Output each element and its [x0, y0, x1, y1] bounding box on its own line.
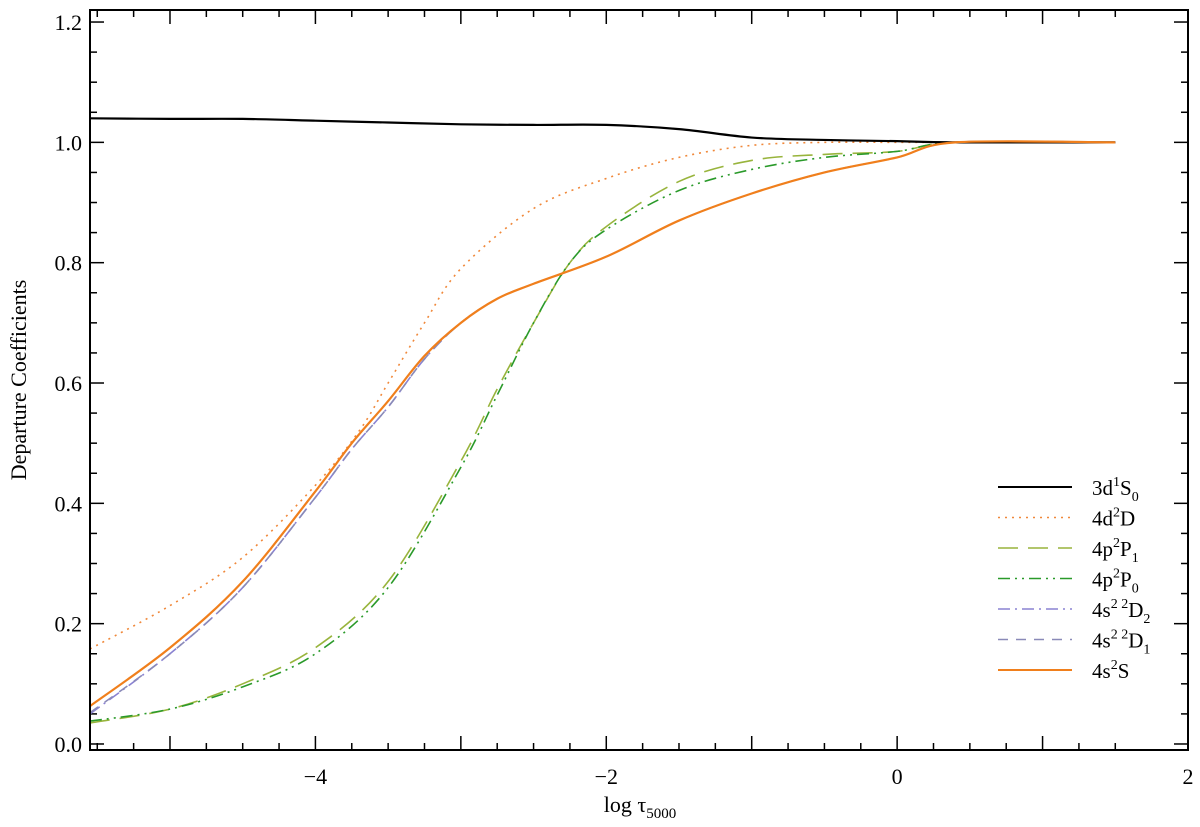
- legend-label-sup: 2: [1111, 658, 1118, 673]
- legend-label-s7: 4s2S: [1092, 658, 1129, 683]
- legend-label-sup: 2 2: [1111, 628, 1129, 643]
- legend-label-sub: 1: [1132, 551, 1139, 566]
- series-line-s2: [90, 141, 1116, 650]
- y-tick-label: 0.6: [55, 371, 83, 396]
- legend-label-term: P: [1120, 537, 1132, 561]
- legend-label-term: D: [1128, 629, 1143, 653]
- legend-label-sup: 1: [1113, 475, 1120, 490]
- y-axis-label: Departure Coefficients: [6, 280, 31, 481]
- legend-label-sub: 1: [1143, 643, 1150, 658]
- series-lines: [90, 117, 1116, 724]
- legend-label-base: 4p: [1092, 537, 1113, 561]
- x-axis-label: log τ5000: [604, 792, 676, 822]
- legend-label-base: 4s: [1092, 629, 1111, 653]
- axis-ticks: [90, 10, 1188, 750]
- y-tick-labels: 0.0 0.2 0.4 0.6 0.8 1.0 1.2: [55, 10, 83, 757]
- legend-label-sub: 2: [1143, 612, 1150, 627]
- series-line-s1: [90, 117, 1116, 144]
- series-line-s3: [90, 140, 1116, 724]
- legend-label-sub: 0: [1132, 582, 1139, 597]
- legend-label-term: D: [1128, 598, 1143, 622]
- legend-label-s6: 4s2 2D1: [1092, 628, 1150, 658]
- legend-label-sup: 2 2: [1111, 597, 1129, 612]
- y-tick-label: 1.0: [55, 130, 83, 155]
- legend-label-term: P: [1120, 568, 1132, 592]
- legend-label-s3: 4p2P1: [1092, 536, 1139, 566]
- x-axis-label-main: log τ: [604, 792, 647, 817]
- legend-label-base: 4s: [1092, 598, 1111, 622]
- y-tick-label: 1.2: [55, 10, 83, 35]
- legend-label-s2: 4d2D: [1092, 506, 1135, 531]
- legend-label-sup: 2: [1113, 567, 1120, 582]
- legend-label-term: S: [1120, 476, 1132, 500]
- y-tick-label: 0.8: [55, 251, 83, 276]
- x-tick-label: −4: [304, 764, 327, 789]
- series-line-s7: [90, 140, 1116, 707]
- y-tick-label: 0.0: [55, 732, 83, 757]
- y-tick-label: 0.2: [55, 612, 83, 637]
- legend-label-base: 3d: [1092, 476, 1114, 500]
- legend-label-s1: 3d1S0: [1092, 475, 1139, 505]
- x-tick-label: 2: [1183, 764, 1194, 789]
- legend-label-sup: 2: [1113, 536, 1120, 551]
- x-tick-labels: −4 −2 0 2: [304, 764, 1194, 789]
- y-tick-label: 0.4: [55, 491, 83, 516]
- legend-label-term: D: [1120, 507, 1135, 531]
- legend-label-base: 4d: [1092, 507, 1114, 531]
- x-tick-label: −2: [595, 764, 618, 789]
- x-tick-label: 0: [892, 764, 903, 789]
- legend-label-term: S: [1118, 659, 1130, 683]
- legend-label-sub: 0: [1132, 490, 1139, 505]
- legend-label-sup: 2: [1113, 506, 1120, 521]
- x-axis-label-subscript: 5000: [646, 806, 676, 822]
- legend-label-base: 4s: [1092, 659, 1111, 683]
- plot-frame: [89, 9, 1189, 751]
- legend-label-s4: 4p2P0: [1092, 567, 1139, 597]
- legend-label-s5: 4s2 2D2: [1092, 597, 1150, 627]
- legend-label-base: 4p: [1092, 568, 1113, 592]
